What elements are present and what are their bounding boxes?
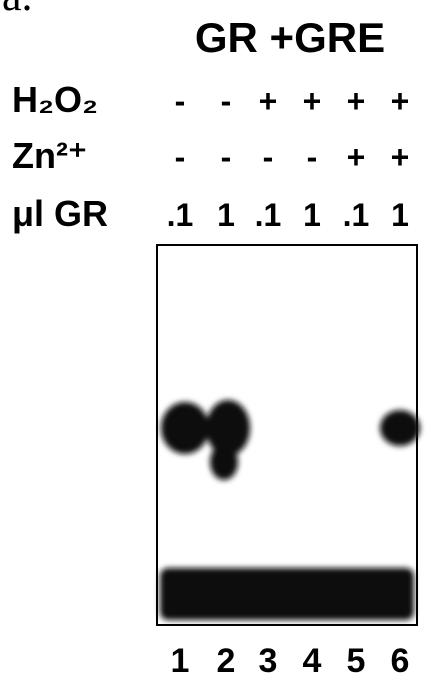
row-value: + [259, 83, 278, 119]
bands [160, 400, 420, 620]
lane-number: 1 [171, 642, 190, 680]
row-value: + [347, 83, 366, 119]
row-value: + [391, 83, 410, 119]
lane-number: 2 [217, 642, 236, 680]
band [206, 400, 250, 456]
row-value: - [263, 139, 274, 175]
band [380, 410, 420, 446]
row-value: .1 [255, 197, 282, 233]
figure-label: a. [2, 0, 33, 20]
row-value: .1 [343, 197, 370, 233]
band [210, 444, 238, 480]
lane-number: 6 [391, 642, 410, 680]
lane-number: 3 [259, 642, 278, 680]
lane-number: 5 [347, 642, 366, 680]
row-value: - [175, 83, 186, 119]
row-label: H₂O₂ [12, 79, 98, 120]
row-value: - [307, 139, 318, 175]
free-probe-band [160, 568, 414, 620]
row-label: μl GR [12, 193, 108, 234]
band [161, 402, 209, 454]
lane-number: 4 [303, 642, 322, 680]
row-value: - [175, 139, 186, 175]
row-value: + [391, 139, 410, 175]
title: GR +GRE [195, 14, 385, 61]
row-value: - [221, 139, 232, 175]
row-value: 1 [391, 197, 409, 233]
row-value: .1 [167, 197, 194, 233]
row-value: - [221, 83, 232, 119]
row-value: + [347, 139, 366, 175]
row-label: Zn²⁺ [12, 135, 87, 176]
row-value: + [303, 83, 322, 119]
gel [156, 244, 420, 626]
row-value: 1 [217, 197, 235, 233]
row-value: 1 [303, 197, 321, 233]
